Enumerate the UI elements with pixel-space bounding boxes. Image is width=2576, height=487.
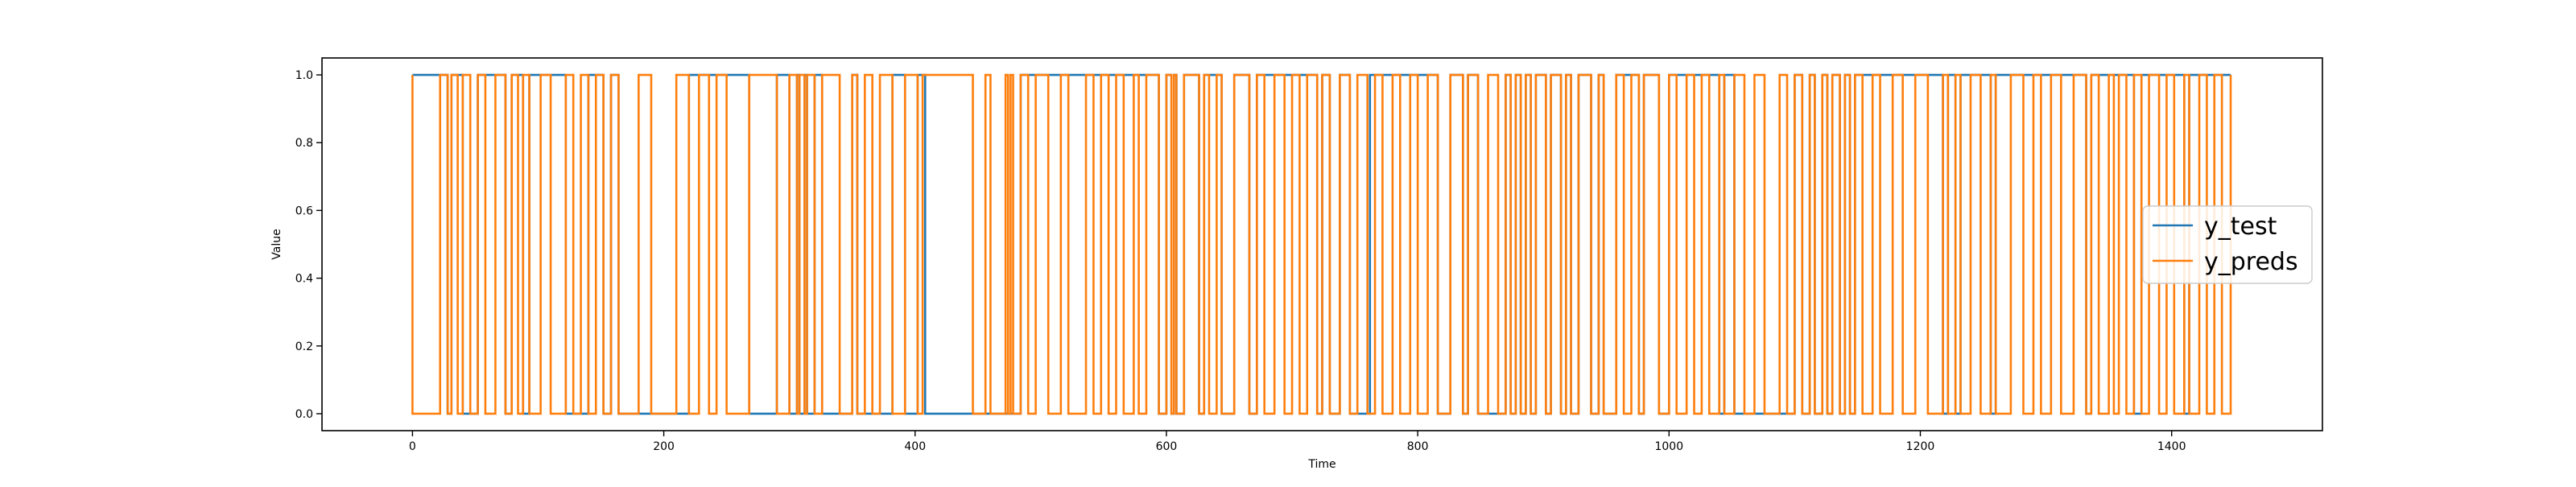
plot-area-frame: [321, 57, 2323, 431]
series-line-y-preds: [411, 73, 2232, 415]
x-tick-label: 1400: [2157, 440, 2186, 453]
x-tick-label: 0: [409, 440, 416, 453]
legend-label-y-test: y_test: [2204, 213, 2277, 241]
x-axis-ticks: 0 200 400 600 800 1000 1200 1400: [409, 431, 2186, 453]
x-axis-title: Time: [1307, 458, 1335, 471]
x-tick-label: 1200: [1906, 440, 1935, 453]
series-group: [411, 73, 2232, 415]
y-tick-label: 1.0: [295, 69, 313, 82]
x-tick-label: 400: [904, 440, 926, 453]
y-tick-label: 0.8: [295, 137, 313, 150]
x-tick-label: 600: [1156, 440, 1178, 453]
y-tick-label: 0.4: [295, 273, 313, 286]
y-axis-ticks: 0.0 0.2 0.4 0.6 0.8 1.0: [295, 69, 322, 421]
x-tick-label: 1000: [1654, 440, 1683, 453]
y-tick-label: 0.6: [295, 204, 313, 217]
legend-label-y-preds: y_preds: [2204, 248, 2298, 276]
y-axis-title: Value: [270, 229, 283, 259]
y-tick-label: 0.0: [295, 408, 313, 421]
y-tick-label: 0.2: [295, 340, 313, 353]
x-tick-label: 800: [1407, 440, 1429, 453]
legend: y_test y_preds: [2142, 205, 2313, 284]
x-tick-label: 200: [653, 440, 675, 453]
